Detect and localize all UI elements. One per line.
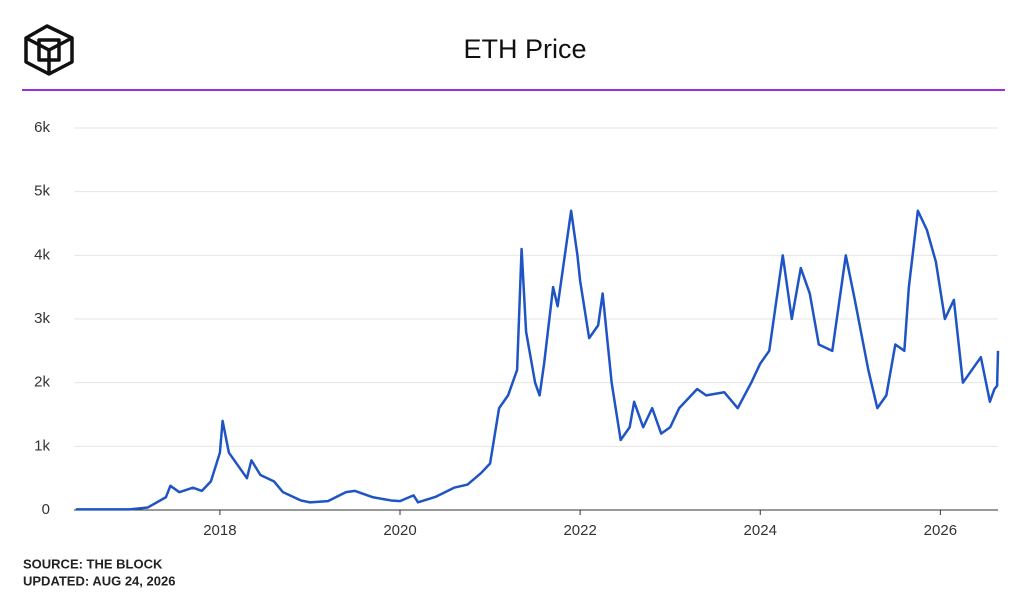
x-tick-label: 2018 xyxy=(203,522,236,539)
x-tick-label: 2020 xyxy=(383,522,416,539)
x-tick-label: 2026 xyxy=(924,522,957,539)
y-tick-label: 0 xyxy=(42,501,50,518)
updated: UPDATED: AUG 24, 2026 xyxy=(23,573,175,588)
logo xyxy=(24,24,74,76)
y-tick-label: 1k xyxy=(34,437,50,454)
y-tick-label: 4k xyxy=(34,246,50,263)
y-tick-label: 2k xyxy=(34,374,50,391)
x-tick-label: 2024 xyxy=(744,522,777,539)
y-tick-label: 6k xyxy=(34,119,50,136)
y-tick-label: 3k xyxy=(34,310,50,327)
y-tick-label: 5k xyxy=(34,183,50,200)
source: SOURCE: THE BLOCK xyxy=(23,556,163,571)
chart-title: ETH Price xyxy=(463,34,586,64)
x-tick-label: 2022 xyxy=(563,522,596,539)
price-line xyxy=(75,209,1000,511)
